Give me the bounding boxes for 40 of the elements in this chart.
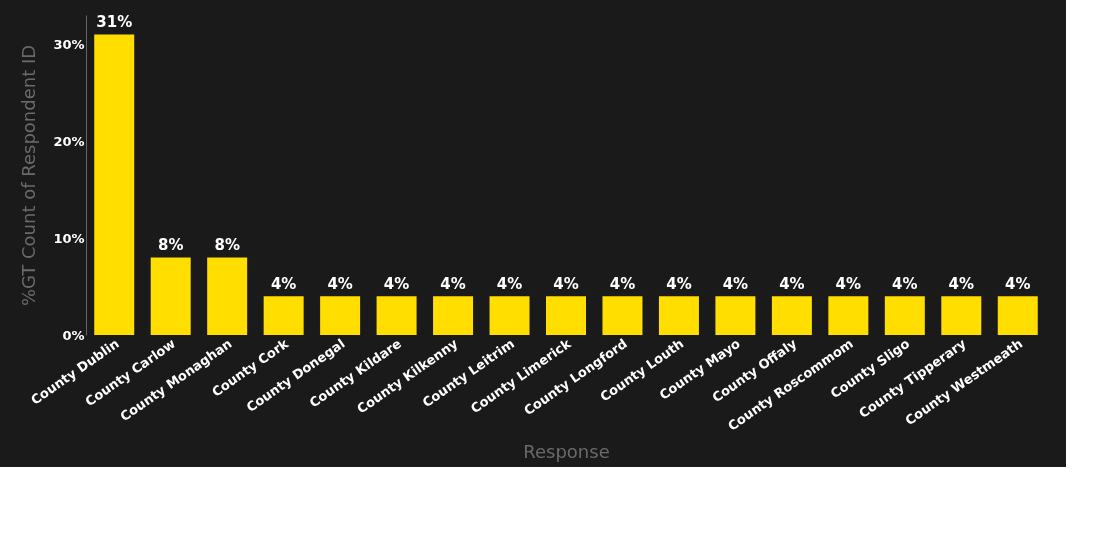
- bar: [715, 296, 756, 335]
- bar: [320, 296, 361, 335]
- bar: [658, 296, 699, 335]
- data-label: 4%: [270, 275, 297, 294]
- bar: [150, 257, 191, 335]
- bar: [207, 257, 248, 335]
- data-label: 4%: [722, 275, 749, 294]
- data-label: 4%: [327, 275, 353, 294]
- data-label: 4%: [948, 275, 975, 294]
- bar: [941, 296, 982, 335]
- data-label: 4%: [1005, 275, 1031, 294]
- y-axis-title: %GT Count of Respondent ID: [18, 44, 40, 307]
- data-label: 4%: [779, 275, 805, 294]
- data-label: 4%: [496, 275, 523, 294]
- bar: [94, 34, 135, 335]
- data-label: 4%: [609, 275, 636, 294]
- data-label: 4%: [666, 275, 692, 294]
- bar: [602, 296, 643, 335]
- bar: [546, 296, 586, 335]
- bar: [884, 296, 925, 335]
- bar: [997, 296, 1038, 335]
- data-label: 4%: [383, 275, 410, 294]
- data-label: 8%: [214, 236, 240, 255]
- data-label: 4%: [553, 275, 579, 294]
- y-tick-label: 0%: [62, 327, 85, 343]
- bar: [828, 296, 869, 335]
- data-label: 31%: [96, 13, 133, 32]
- y-tick-label: 20%: [53, 133, 85, 149]
- bar: [433, 296, 474, 335]
- bar: [489, 296, 530, 335]
- data-label: 4%: [440, 275, 466, 294]
- data-label: 4%: [892, 275, 918, 294]
- x-axis-title: Response: [523, 440, 610, 462]
- data-label: 8%: [157, 236, 184, 255]
- bar: [263, 296, 304, 335]
- y-tick-label: 30%: [53, 36, 85, 52]
- data-label: 4%: [835, 275, 862, 294]
- bar: [771, 296, 812, 335]
- bar: [376, 296, 417, 335]
- y-tick-label: 10%: [53, 230, 85, 246]
